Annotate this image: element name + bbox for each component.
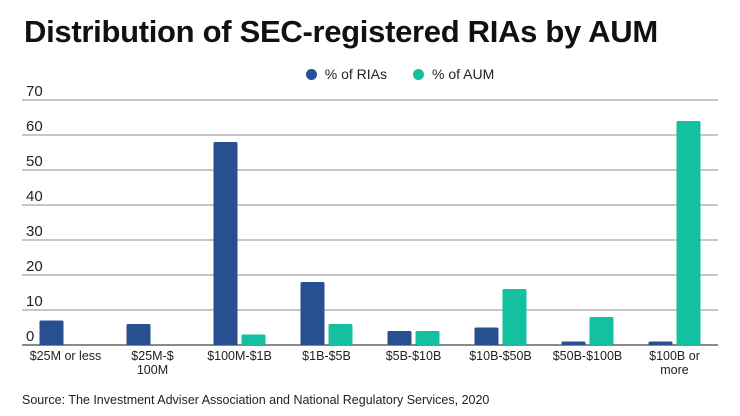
y-tick-label: 60 xyxy=(26,118,43,135)
bar-aum xyxy=(328,324,353,345)
y-tick-label: 50 xyxy=(26,153,43,170)
bar-chart: 0 10 20 30 40 50 60 70 $25M or less $25M-$100M $10… xyxy=(22,83,718,377)
bar-ria xyxy=(648,341,673,345)
bar-ria xyxy=(300,282,325,345)
legend-item-aum: % of AUM xyxy=(413,66,494,82)
source-note: Source: The Investment Adviser Associati… xyxy=(22,393,490,407)
y-tick-label: 20 xyxy=(26,258,43,275)
x-tick-label: $10B-$50B xyxy=(469,349,532,363)
legend-label-ria: % of RIAs xyxy=(324,66,387,82)
x-tick-label: $25M or less xyxy=(30,349,102,363)
y-tick-label: 70 xyxy=(26,83,43,100)
x-tick-label: $100B or xyxy=(649,349,700,363)
bar-ria xyxy=(39,320,64,345)
legend-label-aum: % of AUM xyxy=(432,66,495,82)
bar-aum xyxy=(589,317,614,345)
bar-ria xyxy=(474,327,499,345)
x-tick-label: $100M-$1B xyxy=(207,349,272,363)
chart-title: Distribution of SEC-registered RIAs by A… xyxy=(24,14,658,49)
bar-aum xyxy=(676,121,701,345)
bar-aum xyxy=(502,289,527,345)
bar-aum xyxy=(241,334,266,345)
bar-ria xyxy=(387,331,412,345)
x-tick-label: $1B-$5B xyxy=(302,349,351,363)
bar-ria xyxy=(561,341,586,345)
x-tick-label: $5B-$10B xyxy=(386,349,442,363)
legend-swatch-aum xyxy=(413,68,424,80)
y-tick-label: 40 xyxy=(26,188,43,205)
legend-swatch-ria xyxy=(305,68,317,80)
x-tick-label: 100M xyxy=(137,363,168,377)
x-tick-label: $25M-$ xyxy=(131,349,173,363)
x-tick-label: more xyxy=(660,363,689,377)
legend: % of RIAs % of AUM xyxy=(0,64,740,84)
legend-item-ria: % of RIAs xyxy=(305,66,387,82)
y-tick-label: 10 xyxy=(26,293,43,310)
y-tick-label: 0 xyxy=(26,328,34,345)
bar-ria xyxy=(126,324,151,345)
bar-ria xyxy=(213,142,238,345)
bar-aum xyxy=(415,331,440,345)
x-tick-label: $50B-$100B xyxy=(553,349,623,363)
y-tick-label: 30 xyxy=(26,223,43,240)
